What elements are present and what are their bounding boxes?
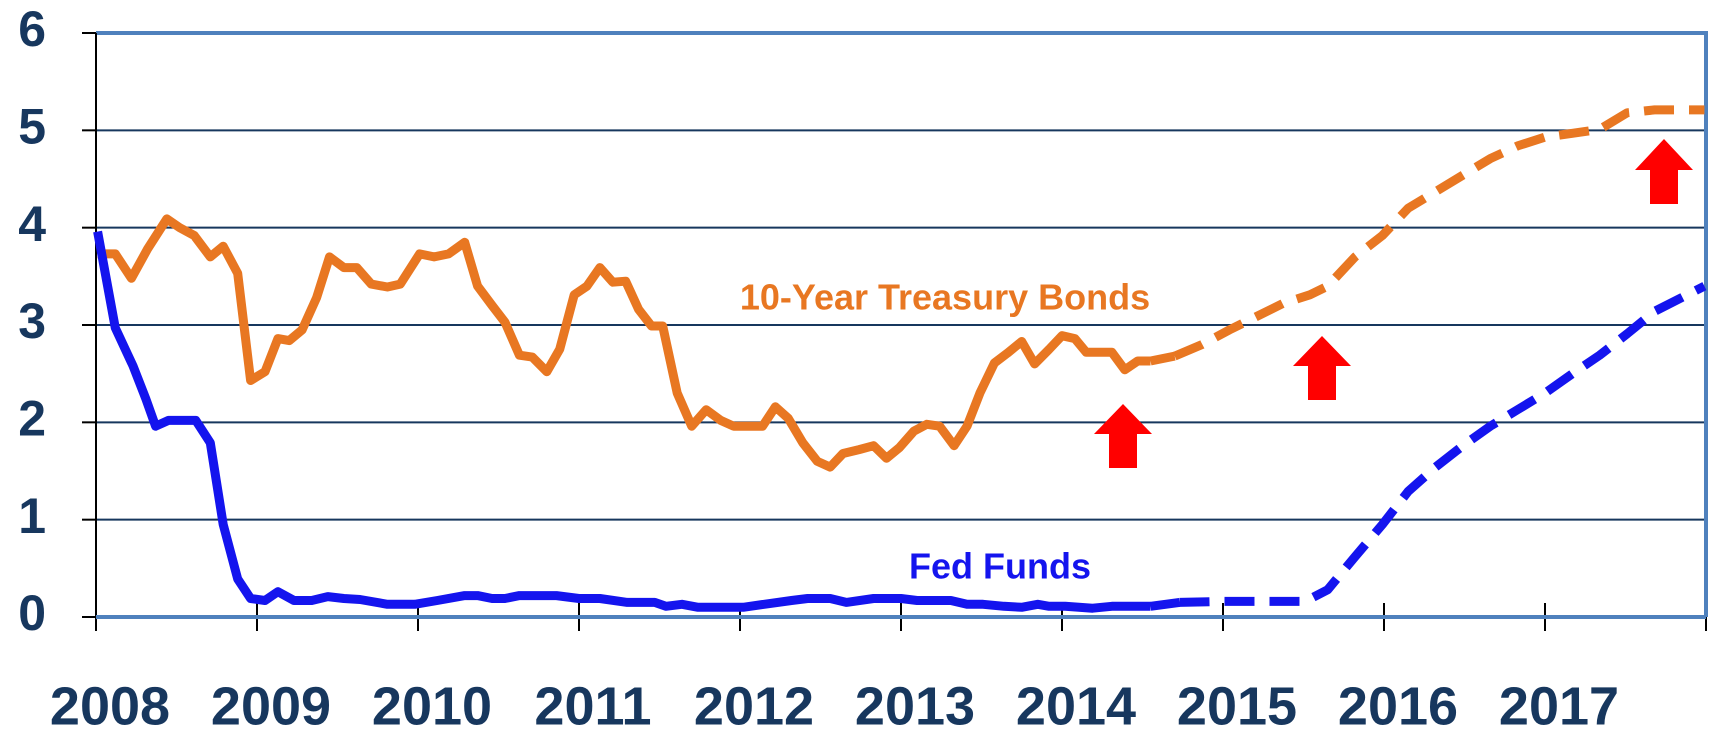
x-tick-label: 2008 — [50, 676, 170, 736]
x-tick-label: 2011 — [534, 676, 651, 736]
arrows — [1094, 139, 1693, 468]
y-tick-label: 0 — [18, 585, 46, 641]
x-tick-label: 2014 — [1016, 676, 1136, 736]
x-tick-label: 2012 — [694, 676, 814, 736]
y-tick-label: 4 — [18, 196, 46, 252]
y-tick-label: 3 — [18, 293, 46, 349]
y-tick-label: 6 — [18, 1, 46, 57]
projection-line — [1172, 105, 1705, 361]
line — [93, 230, 1151, 613]
up-arrow — [1293, 336, 1351, 400]
x-tick-label: 2017 — [1499, 676, 1619, 736]
y-tick-label: 1 — [18, 488, 46, 544]
grid — [82, 31, 1708, 631]
series-label: 10-Year Treasury Bonds — [740, 277, 1150, 318]
x-tick-label: 2009 — [211, 676, 331, 736]
up-arrow — [1094, 404, 1152, 468]
line — [97, 214, 1151, 472]
up-arrow — [1635, 139, 1693, 204]
y-tick-label: 2 — [18, 391, 46, 447]
x-tick-label: 2010 — [372, 676, 492, 736]
y-tick-label: 5 — [18, 99, 46, 155]
projection-link — [1149, 351, 1176, 366]
projection-line — [1179, 282, 1707, 607]
x-tick-label: 2013 — [855, 676, 975, 736]
series-label: Fed Funds — [909, 546, 1091, 587]
x-tick-label: 2016 — [1338, 676, 1458, 736]
x-tick-label: 2015 — [1177, 676, 1297, 736]
projection-link — [1149, 597, 1181, 611]
plot-frame — [96, 31, 1708, 617]
